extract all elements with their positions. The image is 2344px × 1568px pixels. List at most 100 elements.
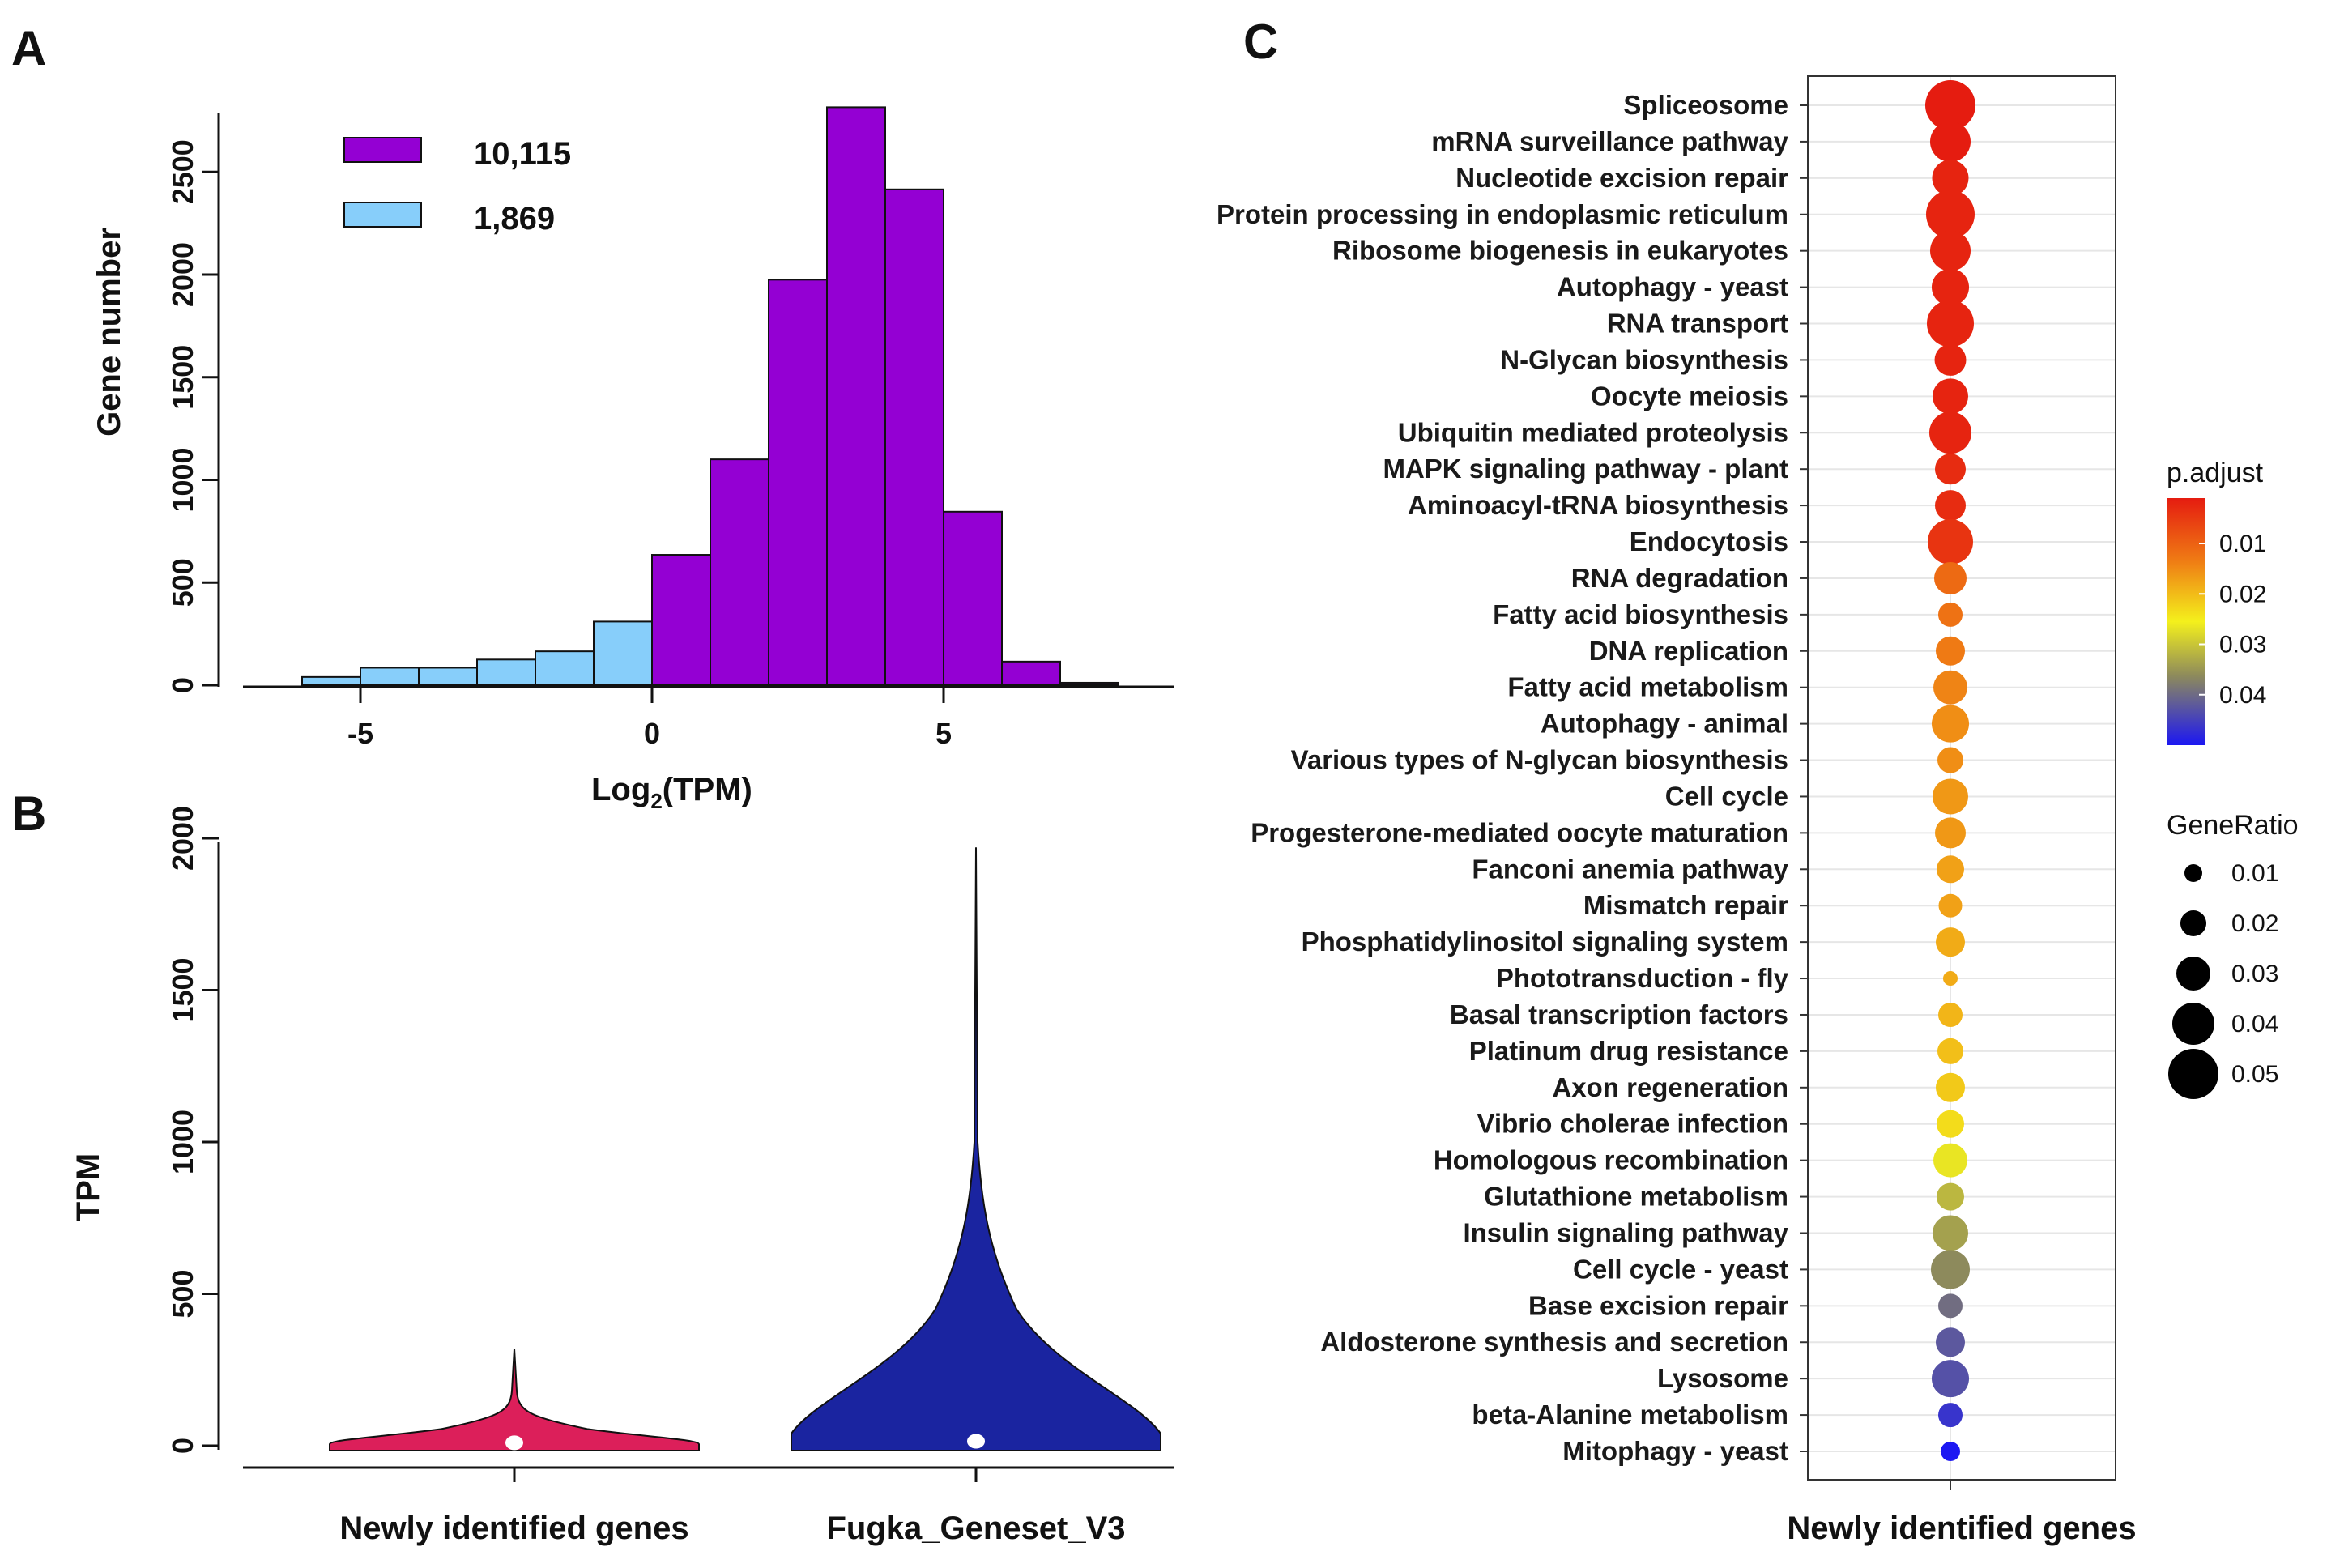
color-legend-title: p.adjust xyxy=(2167,458,2264,488)
size-key-dot xyxy=(2184,864,2202,882)
histogram-bar xyxy=(1001,660,1061,686)
pathway-label: RNA degradation xyxy=(1571,563,1788,593)
pathway-label: N-Glycan biosynthesis xyxy=(1500,344,1788,374)
histogram-panel: -5 0 5 0 500 1000 1500 2000 2500 Log2(TPM) Gene… xyxy=(92,106,1174,813)
pathway-label: Insulin signaling pathway xyxy=(1463,1217,1788,1247)
pathway-dot xyxy=(1934,343,1967,376)
pathway-dot xyxy=(1934,561,1967,594)
x-ticks: Newly identified genes Fugka_Geneset_V3 xyxy=(339,1468,1126,1546)
histogram-bar xyxy=(943,510,1003,686)
pathway-label: Nucleotide excision repair xyxy=(1455,163,1788,193)
dotplot-panel: Spliceosome mRNA surveillance pathway Nucl… xyxy=(1217,75,2299,1546)
legend: 10,115 1,869 xyxy=(343,136,571,236)
violin-shape xyxy=(329,1348,700,1451)
y-tick-label: 2500 xyxy=(166,139,199,204)
size-legend: GeneRatio 0.01 0.02 0.03 0.04 0.05 xyxy=(2167,810,2299,1099)
pathway-dot xyxy=(1926,190,1975,239)
pathway-label: mRNA surveillance pathway xyxy=(1431,126,1788,156)
pathway-label: Fatty acid biosynthesis xyxy=(1493,599,1788,629)
pathway-dot xyxy=(1932,160,1969,197)
pathway-label: Glutathione metabolism xyxy=(1484,1182,1788,1212)
size-key-dot xyxy=(2172,1003,2214,1045)
pathway-label: Fanconi anemia pathway xyxy=(1472,854,1788,884)
y-ticks: 0 500 1000 1500 2000 2500 xyxy=(166,139,219,693)
median-marker xyxy=(505,1435,523,1451)
size-key-label: 0.03 xyxy=(2231,961,2278,987)
x-axis-label: Log2(TPM) xyxy=(591,772,752,813)
color-bar xyxy=(2167,498,2205,745)
pathway-label: Spliceosome xyxy=(1623,90,1788,120)
size-key-dot xyxy=(2176,957,2210,991)
y-ticks: 0 500 1000 1500 2000 xyxy=(166,806,219,1454)
size-key-label: 0.04 xyxy=(2231,1011,2278,1038)
pathway-label: DNA replication xyxy=(1589,636,1788,666)
pathway-label: Fatty acid metabolism xyxy=(1507,672,1788,702)
pathway-dot xyxy=(1941,1442,1960,1461)
pathway-dot xyxy=(1933,1215,1968,1251)
histogram-bar xyxy=(826,106,886,686)
median-marker xyxy=(967,1434,985,1449)
histogram-bar xyxy=(593,620,653,686)
y-tick-label: 0 xyxy=(166,1438,199,1454)
pathway-label: Platinum drug resistance xyxy=(1469,1036,1788,1066)
color-tick-label: 0.02 xyxy=(2219,581,2266,607)
size-keys: 0.01 0.02 0.03 0.04 0.05 xyxy=(2168,860,2278,1099)
pathway-label: Homologous recombination xyxy=(1434,1145,1788,1175)
histogram-bar xyxy=(710,458,769,687)
pathway-label: Phototransduction - fly xyxy=(1496,963,1789,993)
pathway-dot xyxy=(1933,378,1968,415)
pathway-dot xyxy=(1932,705,1969,743)
pathway-label: Ribosome biogenesis in eukaryotes xyxy=(1332,236,1788,266)
pathway-dot xyxy=(1925,80,1975,130)
pathway-dot xyxy=(1933,1143,1967,1178)
pathway-label: Cell cycle - yeast xyxy=(1573,1254,1788,1284)
pathway-dot xyxy=(1937,747,1963,773)
pathway-dot xyxy=(1931,1250,1970,1289)
pathway-label: Axon regeneration xyxy=(1552,1072,1788,1102)
size-key-label: 0.02 xyxy=(2231,910,2278,937)
color-legend: p.adjust 0.01 0.02 0.03 0.04 xyxy=(2167,458,2266,745)
size-key-dot xyxy=(2168,1049,2218,1099)
pathway-label: Aminoacyl-tRNA biosynthesis xyxy=(1408,490,1788,520)
pathway-label: Progesterone-mediated oocyte maturation xyxy=(1251,817,1788,847)
histogram-bar xyxy=(535,650,595,686)
pathway-dot xyxy=(1937,1110,1964,1138)
pathway-dot xyxy=(1938,1002,1963,1027)
y-axis-label: TPM xyxy=(70,1153,106,1221)
y-tick-label: 2000 xyxy=(166,806,199,871)
y-tick-label: 500 xyxy=(166,1269,199,1318)
legend-swatch-purple xyxy=(343,137,422,163)
y-tick-label: 1500 xyxy=(166,345,199,410)
y-axis-label: Gene number xyxy=(92,228,127,437)
y-tick-label: 1500 xyxy=(166,957,199,1022)
panel-label-a: A xyxy=(11,21,46,75)
x-tick-label: Newly identified genes xyxy=(339,1510,688,1546)
pathway-label: Autophagy - yeast xyxy=(1557,272,1788,302)
violin-shape xyxy=(791,847,1161,1451)
pathway-label: Mitophagy - yeast xyxy=(1562,1436,1788,1466)
pathway-dot xyxy=(1937,1182,1964,1211)
histogram-bar xyxy=(301,675,361,686)
histogram-bars xyxy=(301,106,1119,687)
pathway-label: Endocytosis xyxy=(1630,526,1788,556)
size-key-label: 0.05 xyxy=(2231,1061,2278,1088)
pathway-dot xyxy=(1930,121,1971,162)
pathway-dot xyxy=(1933,670,1967,705)
x-ticks: -5 0 5 xyxy=(347,687,952,750)
panel-label-c: C xyxy=(1243,15,1278,69)
pathway-label: Various types of N-glycan biosynthesis xyxy=(1291,745,1788,775)
color-tick-label: 0.01 xyxy=(2219,530,2266,557)
pathway-dot xyxy=(1933,778,1968,815)
pathway-dot xyxy=(1937,1038,1963,1064)
legend-label-blue: 1,869 xyxy=(474,201,555,236)
pathway-dot xyxy=(1927,300,1974,347)
pathway-label: Base excision repair xyxy=(1528,1290,1788,1320)
x-tick-label: -5 xyxy=(347,717,373,750)
y-tick-label: 1000 xyxy=(166,1110,199,1174)
pathway-label: Ubiquitin mediated proteolysis xyxy=(1398,417,1788,447)
color-ticks: 0.01 0.02 0.03 0.04 xyxy=(2199,530,2266,709)
pathway-dot xyxy=(1938,1293,1963,1319)
pathway-dot xyxy=(1936,1072,1965,1102)
violin-panel: 0 500 1000 1500 2000 Newly identified genes F… xyxy=(70,806,1174,1546)
